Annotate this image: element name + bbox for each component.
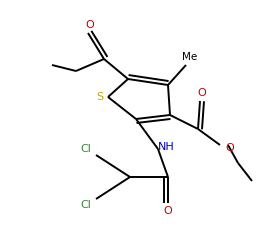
Text: O: O xyxy=(225,143,234,153)
Text: S: S xyxy=(97,92,104,102)
Text: NH: NH xyxy=(158,142,174,152)
Text: Cl: Cl xyxy=(81,200,91,210)
Text: O: O xyxy=(198,88,206,98)
Text: O: O xyxy=(164,206,172,216)
Text: Me: Me xyxy=(182,52,198,62)
Text: Cl: Cl xyxy=(81,144,91,154)
Text: O: O xyxy=(86,20,94,30)
